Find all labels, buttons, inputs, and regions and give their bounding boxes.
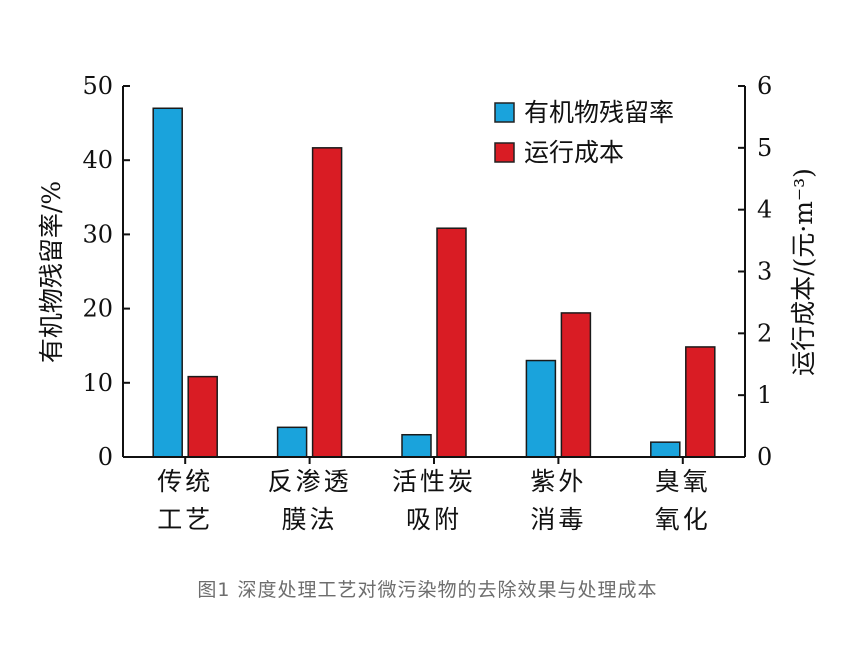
legend-swatch-residual (494, 102, 515, 123)
right-tick-label: 6 (757, 72, 772, 100)
bar-cost-3 (560, 312, 592, 458)
bar-residual-4 (650, 441, 681, 458)
legend-label-cost: 运行成本 (524, 138, 624, 167)
left-tick-label: 20 (82, 295, 113, 323)
legend-label-residual: 有机物残留率 (524, 98, 674, 127)
category-label: 活性炭 (392, 467, 476, 496)
left-tick-label: 10 (82, 369, 113, 397)
left-tick-label: 0 (98, 443, 113, 471)
right-tick-label: 5 (757, 134, 772, 162)
axes-layer (122, 85, 746, 464)
bar-cost-2 (436, 227, 467, 458)
category-label: 消毒 (530, 505, 586, 534)
figure-caption: 图1 深度处理工艺对微污染物的去除效果与处理成本 (197, 579, 658, 601)
y-axis-label-right: 运行成本/(元·m⁻³) (789, 168, 818, 376)
right-tick-label: 0 (757, 443, 772, 471)
right-tick-labels: 0 1 2 3 4 5 6 (757, 72, 772, 471)
bar-cost-4 (685, 346, 716, 458)
bar-cost-0 (187, 375, 218, 458)
legend: 有机物残留率 运行成本 (494, 98, 674, 167)
bar-residual-3 (525, 359, 557, 458)
category-label: 氧化 (655, 505, 711, 534)
right-tick-label: 2 (757, 319, 772, 347)
category-label: 臭氧 (655, 467, 711, 496)
left-tick-labels: 0 10 20 30 40 50 (82, 72, 113, 471)
right-tick-label: 3 (757, 258, 772, 286)
bar-residual-0 (152, 107, 183, 458)
right-tick-label: 4 (757, 196, 772, 224)
left-tick-label: 50 (82, 72, 113, 100)
legend-swatch-cost (494, 142, 515, 163)
category-label: 吸附 (406, 505, 462, 534)
right-tick-label: 1 (757, 381, 772, 409)
category-label: 反渗透 (268, 467, 352, 496)
category-label: 膜法 (282, 505, 338, 534)
bar-residual-1 (276, 426, 308, 458)
left-tick-label: 30 (82, 220, 113, 248)
bar-cost-1 (311, 147, 343, 458)
bar-residual-2 (401, 433, 432, 458)
category-label: 紫外 (530, 467, 586, 496)
category-label: 传统 (157, 467, 213, 496)
left-tick-label: 40 (82, 146, 113, 174)
bars-layer (152, 107, 716, 458)
category-label: 工艺 (157, 505, 213, 534)
y-axis-label-left: 有机物残留率/% (37, 181, 66, 363)
